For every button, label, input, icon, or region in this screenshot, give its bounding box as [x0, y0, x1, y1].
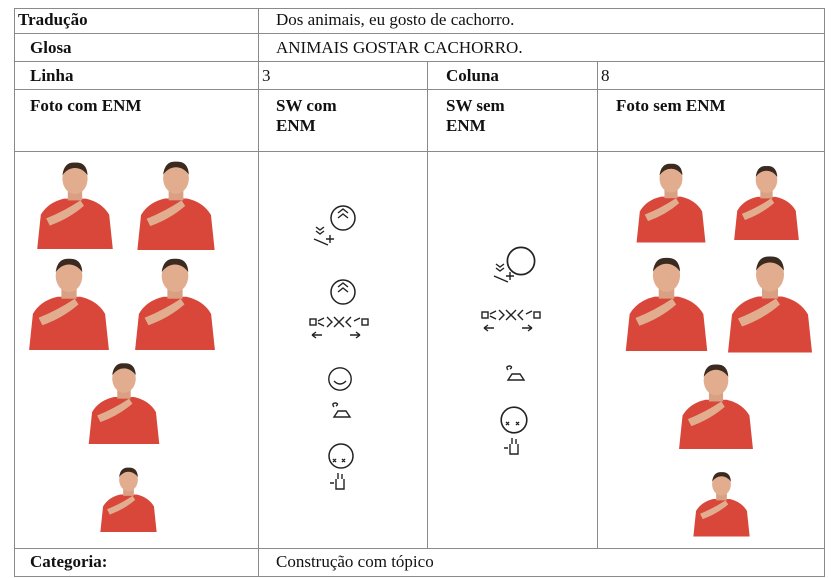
- rule: [14, 151, 825, 152]
- header: SW sem ENM: [446, 96, 505, 135]
- photo: [122, 255, 228, 350]
- photo: [688, 458, 755, 548]
- rule: [824, 8, 825, 577]
- header: Foto sem ENM: [616, 96, 726, 115]
- photo: [95, 452, 162, 545]
- rule: [14, 33, 825, 34]
- rule: [258, 8, 259, 577]
- header: SW com ENM: [276, 96, 337, 135]
- label: Categoria:: [30, 552, 108, 571]
- rule: [427, 61, 428, 549]
- label: Coluna: [446, 66, 499, 85]
- photo: [630, 155, 712, 248]
- signwriting: [309, 205, 369, 490]
- value: 8: [601, 66, 610, 85]
- photo: [720, 250, 820, 355]
- rule: [14, 548, 825, 549]
- value: ANIMAIS GOSTAR CACHORRO.: [276, 38, 523, 57]
- photo: [82, 352, 166, 452]
- photo: [20, 255, 118, 350]
- photo: [672, 355, 760, 455]
- value: 3: [262, 66, 271, 85]
- rule: [14, 576, 825, 577]
- photo: [618, 250, 715, 355]
- value: Dos animais, eu gosto de cachorro.: [276, 10, 515, 29]
- header: Foto com ENM: [30, 96, 142, 115]
- rule: [14, 8, 15, 577]
- label: Tradução: [18, 10, 88, 29]
- photo: [30, 158, 120, 250]
- rule: [14, 8, 825, 9]
- rule: [14, 61, 825, 62]
- value: Construção com tópico: [276, 552, 434, 571]
- signwriting: [481, 246, 541, 455]
- photo: [728, 155, 805, 248]
- rule: [597, 61, 598, 549]
- rule: [14, 89, 825, 90]
- label: Linha: [30, 66, 74, 85]
- label: Glosa: [30, 38, 72, 57]
- photo: [130, 158, 222, 250]
